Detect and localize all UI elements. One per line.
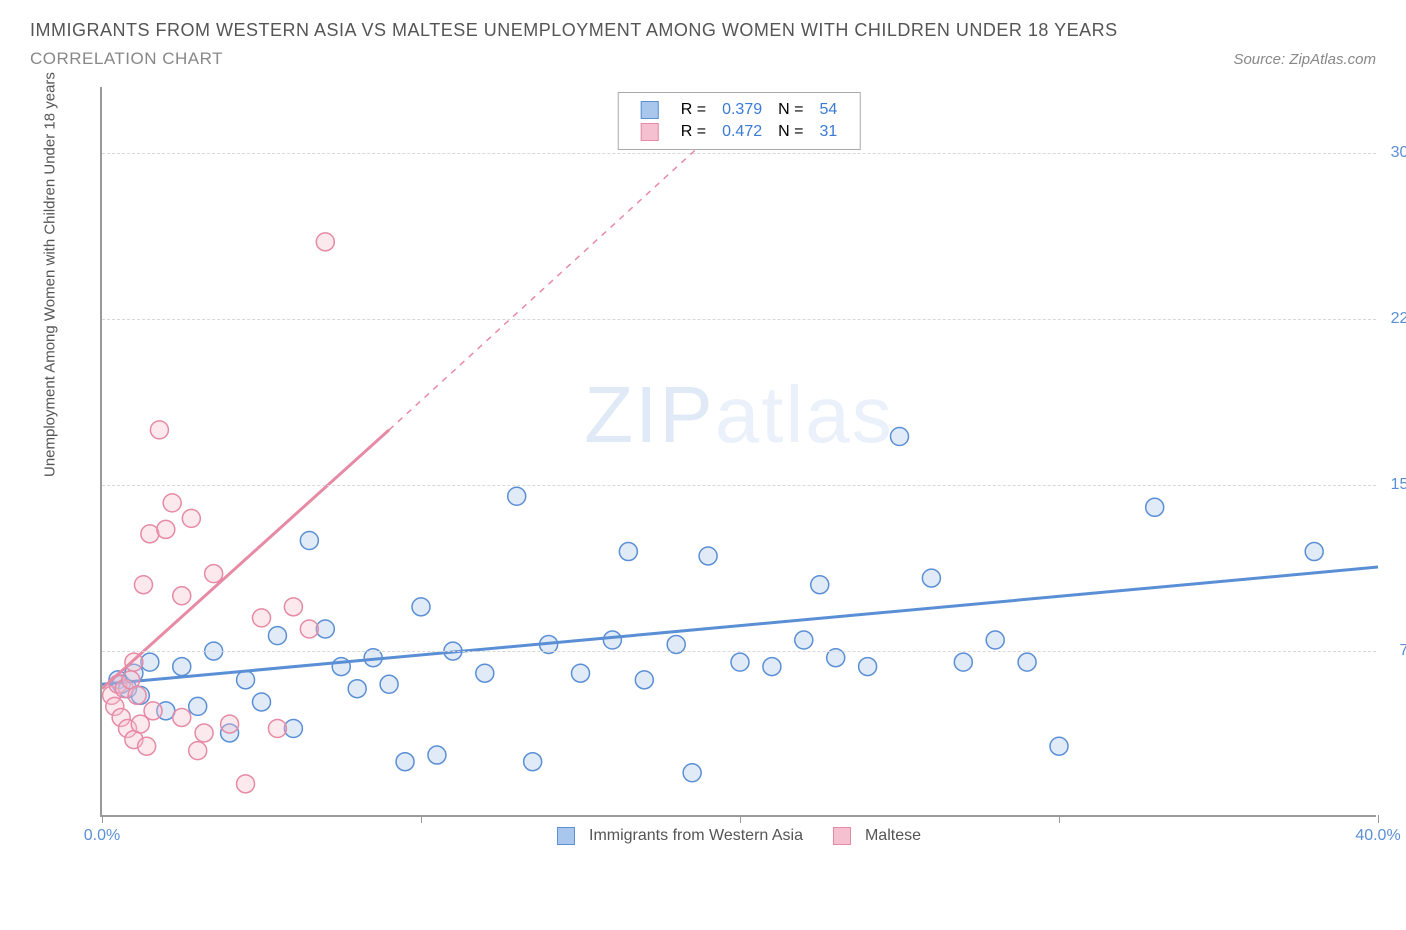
- subtitle-row: CORRELATION CHART Source: ZipAtlas.com: [30, 49, 1376, 69]
- legend-item-1: Immigrants from Western Asia: [557, 827, 803, 845]
- y-axis-label: Unemployment Among Women with Children U…: [42, 72, 59, 477]
- swatch-blue: [641, 101, 659, 119]
- chart-title: IMMIGRANTS FROM WESTERN ASIA VS MALTESE …: [30, 20, 1376, 41]
- r-value-2: 0.472: [714, 121, 770, 143]
- n-label: N =: [770, 121, 811, 143]
- legend-label-1: Immigrants from Western Asia: [589, 827, 803, 845]
- r-label: R =: [673, 99, 714, 121]
- swatch-pink: [641, 123, 659, 141]
- series-legend: Immigrants from Western Asia Maltese: [557, 827, 921, 845]
- legend-item-2: Maltese: [833, 827, 921, 845]
- chart-subtitle: CORRELATION CHART: [30, 49, 223, 69]
- chart-container: Unemployment Among Women with Children U…: [30, 77, 1376, 877]
- n-value-2: 31: [811, 121, 845, 143]
- swatch-blue: [557, 827, 575, 845]
- x-tick-label: 40.0%: [1355, 827, 1400, 845]
- r-label: R =: [673, 121, 714, 143]
- correlation-legend: R = 0.379 N = 54 R = 0.472 N = 31: [618, 92, 861, 150]
- n-label: N =: [770, 99, 811, 121]
- legend-label-2: Maltese: [865, 827, 921, 845]
- scatter-svg: [102, 87, 1378, 817]
- plot-area: ZIPatlas R = 0.379 N = 54 R = 0.472 N = …: [100, 87, 1376, 817]
- legend-row-series2: R = 0.472 N = 31: [633, 121, 846, 143]
- swatch-pink: [833, 827, 851, 845]
- x-tick-label: 0.0%: [84, 827, 120, 845]
- y-tick-label: 22.5%: [1391, 310, 1406, 328]
- legend-row-series1: R = 0.379 N = 54: [633, 99, 846, 121]
- y-tick-label: 7.5%: [1400, 642, 1406, 660]
- n-value-1: 54: [811, 99, 845, 121]
- source-attribution: Source: ZipAtlas.com: [1233, 51, 1376, 68]
- r-value-1: 0.379: [714, 99, 770, 121]
- y-tick-label: 15.0%: [1391, 476, 1406, 494]
- y-tick-label: 30.0%: [1391, 144, 1406, 162]
